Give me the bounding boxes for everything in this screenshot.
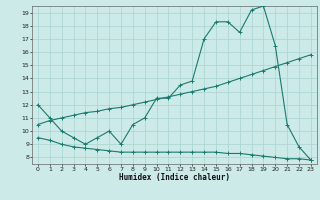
X-axis label: Humidex (Indice chaleur): Humidex (Indice chaleur) xyxy=(119,173,230,182)
